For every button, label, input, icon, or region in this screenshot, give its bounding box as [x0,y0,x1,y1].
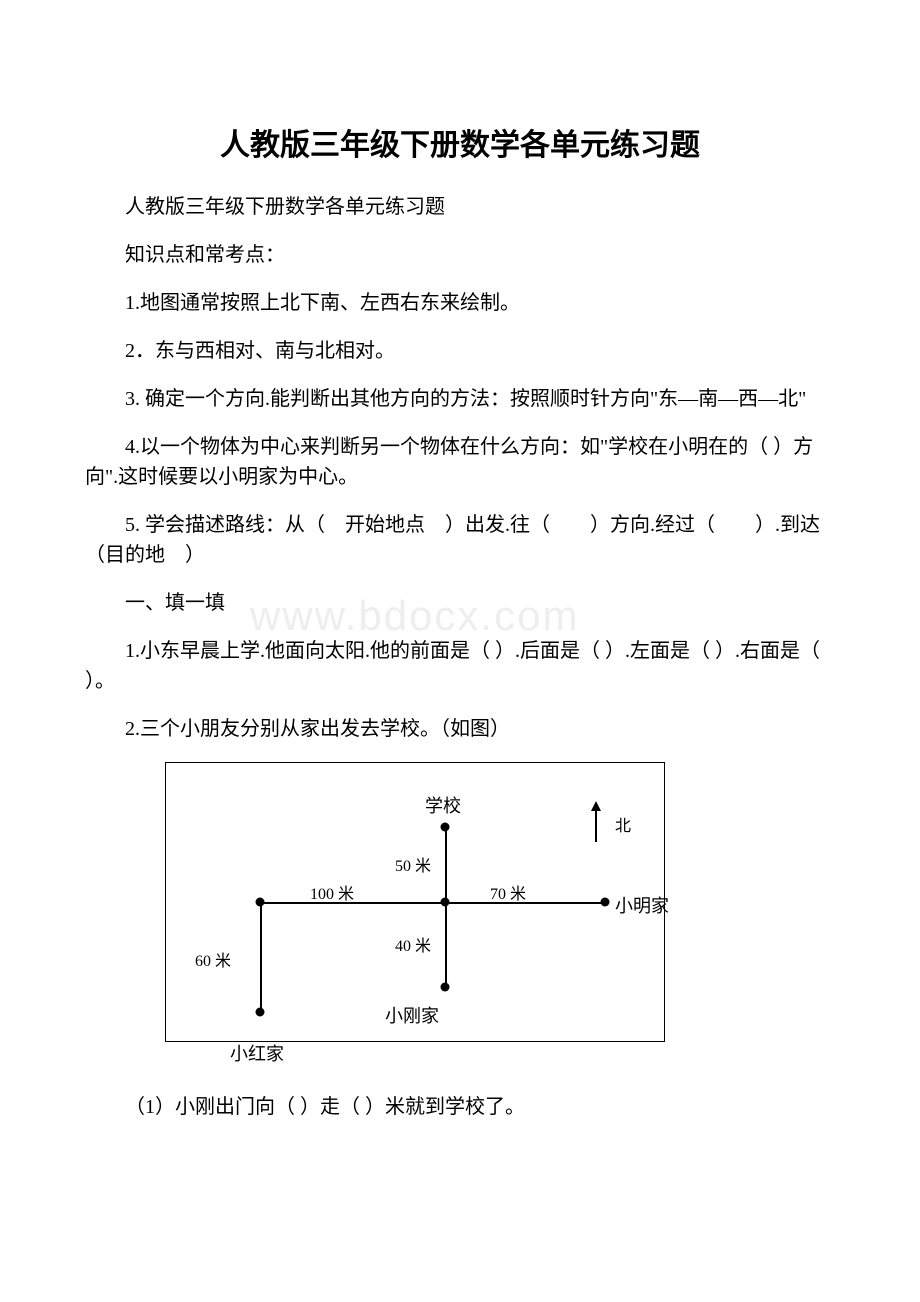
paragraph-q2: 2.三个小朋友分别从家出发去学校。（如图） [85,714,835,744]
line-center-xiaogang [445,902,447,987]
north-arrow-head [591,801,601,811]
label-40m: 40 米 [395,932,431,956]
paragraph-q1: 1.小东早晨上学.他面向太阳.他的前面是（ ）.后面是（ ）.左面是（ ）.右面… [85,636,835,696]
paragraph-q2-1: （1）小刚出门向（ ）走（ ）米就到学校了。 [85,1092,835,1122]
label-60m: 60 米 [195,947,231,971]
label-north: 北 [615,812,631,836]
node-xiaogang [441,983,450,992]
label-100m: 100 米 [310,880,354,904]
paragraph-point1: 1.地图通常按照上北下南、左西右东来绘制。 [85,288,835,318]
label-50m: 50 米 [395,852,431,876]
paragraph-point2: 2．东与西相对、南与北相对。 [85,336,835,366]
paragraph-point3: 3. 确定一个方向.能判断出其他方向的方法：按照顺时针方向"东—南—西—北" [85,384,835,414]
node-xiaohong [256,1008,265,1017]
line-xiaohong [260,902,262,1012]
paragraph-point4: 4.以一个物体为中心来判断另一个物体在什么方向：如"学校在小明在的（ ）方向".… [85,432,835,492]
label-xiaogang: 小刚家 [385,1002,439,1028]
label-70m: 70 米 [490,880,526,904]
route-diagram: 学校 北 50 米 100 米 70 米 40 米 60 米 小明家 小刚家 小… [165,762,705,1072]
node-school [441,823,450,832]
paragraph-knowledge: 知识点和常考点： [85,240,835,270]
paragraph-subtitle: 人教版三年级下册数学各单元练习题 [85,192,835,222]
document-title: 人教版三年级下册数学各单元练习题 [85,120,835,164]
paragraph-point5: 5. 学会描述路线：从（ 开始地点 ）出发.往（ ）方向.经过（ ）.到达（目的… [85,510,835,570]
label-xiaohong: 小红家 [230,1040,284,1066]
north-arrow-line [595,810,597,842]
node-center [441,898,450,907]
label-school: 学校 [425,792,461,818]
label-xiaoming: 小明家 [615,892,669,918]
line-school-center [445,827,447,902]
paragraph-section1: 一、填一填 [85,588,835,618]
node-left [256,898,265,907]
node-xiaoming [601,898,610,907]
